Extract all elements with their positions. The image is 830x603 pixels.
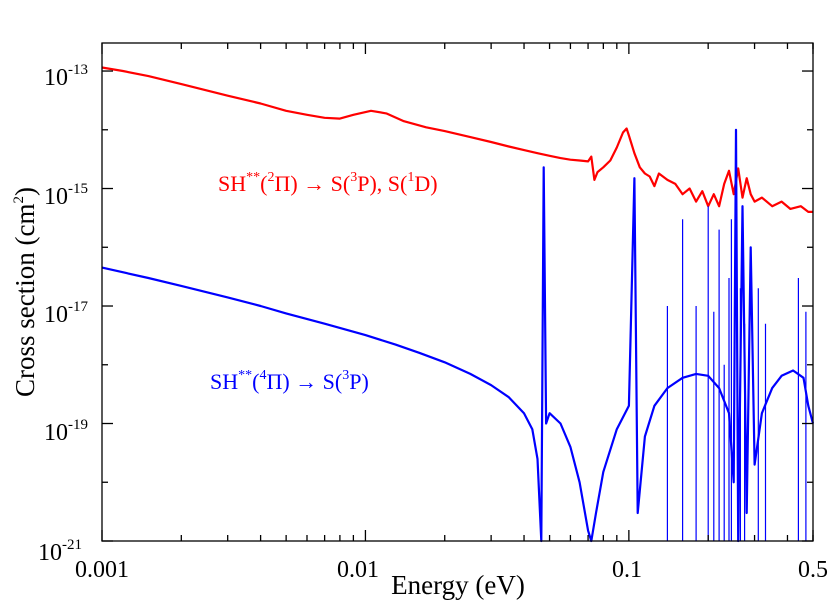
series-line xyxy=(101,66,813,213)
y-tick-base: 10 xyxy=(38,540,62,566)
x-tick-label: 0.01 xyxy=(337,557,379,583)
y-tick-exponent: -13 xyxy=(68,62,88,78)
x-tick-label: 0.1 xyxy=(612,557,642,583)
x-tick-label: 0.001 xyxy=(75,557,129,583)
series-layer xyxy=(101,66,815,543)
y-tick-base: 10 xyxy=(44,65,68,91)
y-tick-label: 10-15 xyxy=(44,181,88,210)
series-line xyxy=(101,128,815,543)
y-tick-exponent: -15 xyxy=(68,181,88,197)
y-axis-unit: cm xyxy=(10,204,40,237)
tick-layer xyxy=(101,43,814,542)
x-axis-title: Energy (eV) xyxy=(391,570,525,600)
series-label-4pi: SH**(4Π) → S(3P) xyxy=(210,368,369,394)
series-2 xyxy=(101,128,815,543)
y-axis-unit-exponent: 2 xyxy=(11,196,27,204)
y-tick-base: 10 xyxy=(44,420,68,446)
y-tick-label: 10-17 xyxy=(44,299,88,328)
y-tick-exponent: -21 xyxy=(62,537,82,553)
y-tick-label: 10-19 xyxy=(44,417,88,446)
y-tick-exponent: -19 xyxy=(68,417,88,433)
x-tick-label: 0.5 xyxy=(798,557,828,583)
y-tick-base: 10 xyxy=(44,302,68,328)
y-axis-title-main: Cross section xyxy=(10,252,40,397)
plot-frame xyxy=(101,42,814,542)
y-tick-label: 10-21 xyxy=(38,537,82,566)
y-tick-base: 10 xyxy=(44,184,68,210)
series-label-2pi: SH**(2Π) → S(3P), S(1D) xyxy=(218,170,438,196)
y-tick-label: 10-13 xyxy=(44,62,88,91)
y-axis-title: Cross section (cm2) xyxy=(10,187,40,397)
y-tick-exponent: -17 xyxy=(68,299,88,315)
series-1 xyxy=(101,66,813,213)
